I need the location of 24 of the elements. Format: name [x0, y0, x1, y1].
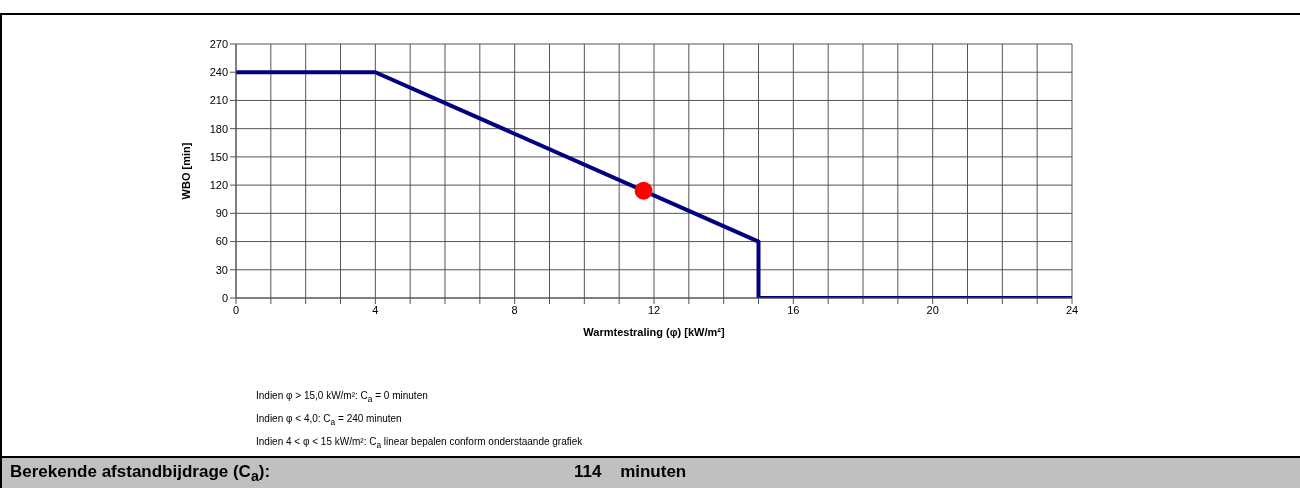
y-tick-label: 240: [209, 66, 228, 79]
text: 114 minuten: [574, 462, 687, 482]
text: Indien φ > 15,0 kW/m²: C$_{a}$ = 0 minuten: [256, 389, 429, 406]
y-tick-label: 210: [209, 94, 228, 107]
y-tick-label: 270: [209, 37, 228, 50]
y-tick-label: 0: [221, 291, 228, 304]
y-tick-label: 90: [215, 207, 228, 220]
text: Berekende afstandbijdrage (C$_{a}$):: [10, 462, 271, 485]
text: Indien 4 < φ < 15 kW/m²: C$_{a}$ linear bepalen conform onderstaande grafiek: [256, 435, 583, 452]
x-axis-title: Warmtestraling (φ) [kW/m²]: [583, 326, 725, 338]
x-tick-label: 16: [787, 303, 800, 316]
text: Indien φ < 4,0: C$_{a}$ = 240 minuten: [256, 412, 403, 429]
x-tick-label: 0: [232, 303, 240, 316]
y-tick-label: 180: [209, 122, 228, 135]
y-axis-title: WBO [min]: [179, 142, 192, 200]
y-tick-label: 120: [209, 179, 228, 192]
y-tick-label: 150: [209, 150, 228, 163]
x-tick-label: 4: [372, 303, 379, 316]
x-tick-label: 12: [647, 303, 661, 316]
x-tick-label: 8: [511, 303, 518, 316]
y-tick-label: 30: [215, 263, 228, 276]
x-tick-label: 24: [1065, 303, 1079, 316]
x-tick-label: 20: [926, 303, 939, 316]
y-tick-label: 60: [215, 235, 228, 248]
